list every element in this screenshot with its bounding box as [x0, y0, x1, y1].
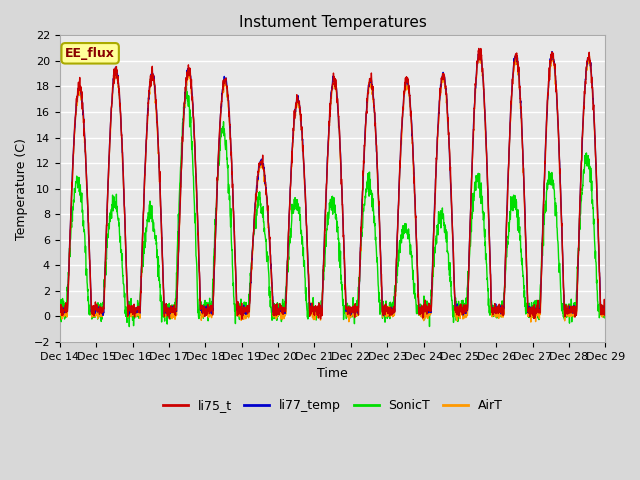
li75_t	[475, 46, 483, 51]
li75_t	[492, 308, 499, 314]
li75_t	[349, 307, 356, 312]
AirT	[348, 308, 356, 314]
li75_t	[238, 316, 246, 322]
li77_temp	[360, 156, 368, 162]
li77_temp	[348, 307, 356, 312]
AirT	[554, 117, 561, 123]
Legend: li75_t, li77_temp, SonicT, AirT: li75_t, li77_temp, SonicT, AirT	[157, 394, 508, 417]
SonicT	[182, 82, 190, 87]
li75_t	[360, 143, 368, 148]
AirT	[602, 314, 609, 320]
Line: li75_t: li75_t	[60, 48, 605, 319]
li77_temp	[554, 113, 561, 119]
Y-axis label: Temperature (C): Temperature (C)	[15, 138, 28, 240]
AirT	[569, 312, 577, 317]
SonicT	[569, 305, 577, 311]
AirT	[56, 311, 63, 317]
li77_temp	[492, 308, 499, 313]
Text: EE_flux: EE_flux	[65, 47, 115, 60]
SonicT	[554, 237, 561, 243]
Line: li77_temp: li77_temp	[60, 49, 605, 315]
AirT	[527, 319, 534, 325]
SonicT	[56, 305, 63, 311]
li77_temp	[602, 305, 609, 311]
Line: SonicT: SonicT	[60, 84, 605, 326]
X-axis label: Time: Time	[317, 367, 348, 380]
li77_temp	[476, 46, 484, 52]
AirT	[492, 307, 499, 312]
AirT	[208, 313, 216, 319]
AirT	[360, 155, 368, 161]
SonicT	[125, 324, 133, 329]
li75_t	[554, 109, 561, 115]
SonicT	[209, 299, 216, 305]
li77_temp	[380, 312, 387, 318]
li77_temp	[208, 306, 216, 312]
li75_t	[602, 307, 609, 313]
li77_temp	[569, 308, 577, 314]
SonicT	[602, 312, 609, 318]
li75_t	[56, 302, 63, 308]
li77_temp	[56, 308, 63, 314]
Title: Instument Temperatures: Instument Temperatures	[239, 15, 426, 30]
SonicT	[492, 303, 499, 309]
AirT	[476, 50, 484, 56]
li75_t	[569, 309, 577, 315]
Line: AirT: AirT	[60, 53, 605, 322]
SonicT	[361, 203, 369, 208]
SonicT	[349, 309, 356, 314]
li75_t	[208, 303, 216, 309]
